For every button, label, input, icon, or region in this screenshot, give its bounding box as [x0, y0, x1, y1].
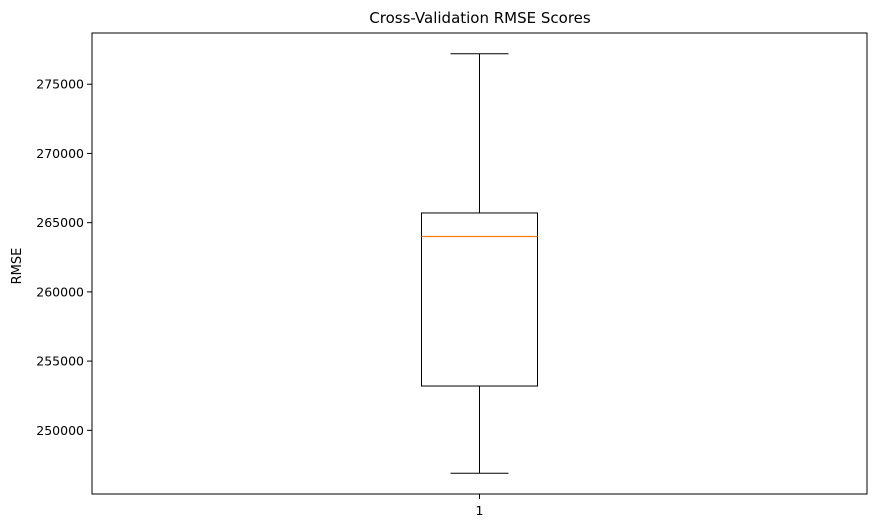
box-series	[421, 53, 538, 474]
y-axis-ticks: 250000 255000 260000 265000 270000 275000	[36, 77, 92, 438]
y-tick-label: 265000	[36, 215, 84, 230]
y-tick-label: 260000	[36, 284, 84, 299]
y-tick-label: 270000	[36, 146, 84, 161]
interquartile-box	[421, 212, 538, 387]
x-tick-label: 1	[476, 503, 484, 518]
y-tick-label: 250000	[36, 423, 84, 438]
y-tick-label: 255000	[36, 354, 84, 369]
y-tick-label: 275000	[36, 77, 84, 92]
x-axis-ticks: 1	[476, 494, 484, 518]
y-axis-label: RMSE	[10, 248, 25, 285]
chart-title: Cross-Validation RMSE Scores	[369, 9, 591, 27]
